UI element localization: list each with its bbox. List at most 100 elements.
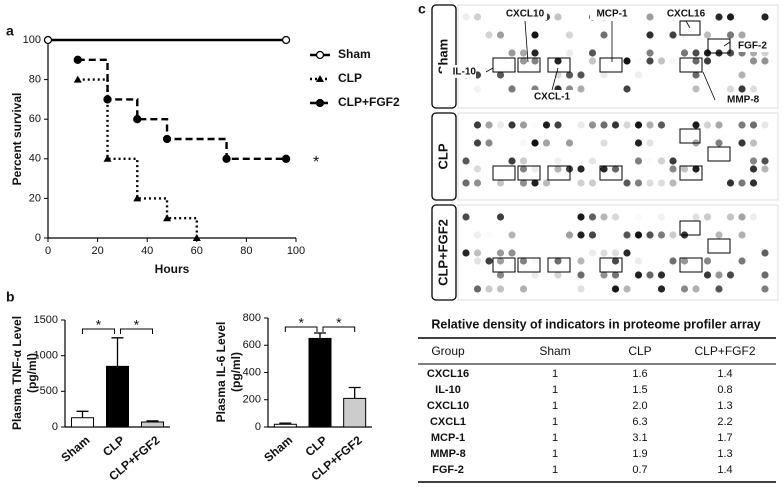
highlight-box bbox=[517, 165, 541, 181]
blot-spot bbox=[646, 139, 654, 147]
table-cell: FGF-2 bbox=[432, 464, 464, 476]
blot-spot bbox=[761, 165, 769, 173]
blot-spot bbox=[496, 179, 505, 187]
table-cell: 1 bbox=[552, 400, 558, 412]
table-cell: 1 bbox=[552, 368, 558, 380]
blot-spot bbox=[611, 285, 620, 293]
blot-spot bbox=[508, 49, 516, 57]
table-cell: 1 bbox=[552, 464, 558, 476]
blot-spot bbox=[473, 231, 482, 239]
blot-spot bbox=[657, 121, 666, 129]
blot-spot bbox=[542, 139, 551, 147]
blot-spot bbox=[646, 271, 654, 279]
table-cell: 2.2 bbox=[717, 416, 732, 428]
table-cell: 3.1 bbox=[632, 432, 647, 444]
legend-marker bbox=[316, 75, 324, 82]
point bbox=[73, 75, 82, 83]
table-header: Group bbox=[431, 344, 465, 358]
y-axis-label: Plasma IL-6 Level bbox=[214, 322, 228, 423]
x-tick-label: CLP bbox=[100, 433, 127, 459]
blot-spot bbox=[588, 249, 597, 257]
blot-spot bbox=[761, 249, 769, 257]
point bbox=[163, 214, 172, 222]
blot-spot bbox=[473, 85, 482, 93]
blot-spot bbox=[600, 31, 608, 39]
y-tick-label: 20 bbox=[29, 192, 41, 204]
table-cell: 1.5 bbox=[632, 384, 647, 396]
x-tick-label: 100 bbox=[287, 245, 305, 257]
error-bar bbox=[279, 422, 292, 425]
blot-label: MMP-8 bbox=[727, 95, 760, 106]
blot-spot bbox=[588, 213, 597, 221]
blot-spot bbox=[496, 213, 505, 221]
point bbox=[103, 95, 112, 104]
blot-spot bbox=[749, 157, 758, 165]
blot-spot bbox=[692, 165, 700, 173]
blot-spot bbox=[715, 271, 723, 279]
blot-spot bbox=[554, 57, 562, 65]
y-tick-label: 1500 bbox=[34, 314, 58, 326]
blot-spot bbox=[565, 49, 574, 57]
blot-spot bbox=[646, 31, 654, 39]
blot-spot bbox=[726, 213, 735, 221]
error-bar bbox=[348, 386, 361, 399]
blot-spot bbox=[496, 31, 505, 39]
label-bg bbox=[530, 90, 574, 103]
blot-spot bbox=[692, 85, 700, 93]
blot-spot bbox=[611, 213, 620, 221]
blot-spot bbox=[600, 165, 608, 173]
blot-spot bbox=[473, 179, 482, 187]
error-bar bbox=[146, 420, 159, 423]
blot-spot bbox=[623, 121, 631, 129]
blot-spot bbox=[554, 121, 562, 129]
blot-spot bbox=[680, 257, 689, 265]
blot-spot bbox=[519, 85, 528, 93]
table-cell: 1.3 bbox=[717, 448, 732, 460]
highlight-box bbox=[679, 57, 703, 73]
y-tick-label: 1000 bbox=[34, 350, 58, 362]
bar bbox=[343, 397, 367, 428]
blot-spot bbox=[680, 49, 689, 57]
highlight-box bbox=[707, 238, 731, 254]
blot-spot bbox=[715, 139, 723, 147]
blot-spot bbox=[531, 139, 539, 147]
blot-spot bbox=[542, 179, 551, 187]
blot-spot bbox=[508, 121, 516, 129]
point bbox=[281, 154, 291, 163]
significance-bracket bbox=[120, 328, 153, 334]
legend-marker bbox=[315, 98, 325, 108]
blot-spot bbox=[738, 257, 746, 265]
highlight-box bbox=[517, 257, 541, 273]
blot-spot bbox=[749, 213, 758, 221]
blot-spot bbox=[554, 157, 562, 165]
blot-spot bbox=[565, 31, 574, 39]
blot-spot bbox=[646, 49, 654, 57]
annotation: * bbox=[134, 317, 140, 333]
blot-spot bbox=[623, 249, 631, 257]
blot-spot bbox=[519, 179, 528, 187]
point bbox=[133, 115, 142, 124]
highlight-box bbox=[679, 257, 703, 273]
y-axis-label: Plasma TNF-α Level bbox=[10, 316, 24, 430]
highlight-box bbox=[599, 165, 623, 181]
annotation: * bbox=[298, 315, 304, 331]
point bbox=[192, 234, 201, 241]
blot-spot bbox=[749, 57, 758, 65]
x-tick-label: 80 bbox=[240, 245, 252, 257]
blot-spot bbox=[669, 165, 677, 173]
blot-spot bbox=[588, 157, 597, 165]
blot-spot bbox=[726, 257, 735, 265]
highlight-box bbox=[679, 165, 703, 181]
legend-label: CLP+FGF2 bbox=[338, 95, 400, 109]
label-bg bbox=[738, 39, 774, 52]
blot-spot bbox=[669, 231, 677, 239]
blot-spot bbox=[588, 121, 597, 129]
highlight-box bbox=[547, 165, 571, 181]
point bbox=[281, 35, 291, 45]
blot-spot bbox=[577, 165, 585, 173]
blot-spot bbox=[577, 121, 585, 129]
blot-label: CXCL16 bbox=[667, 9, 706, 20]
blot-spot bbox=[508, 85, 516, 93]
survival-line bbox=[77, 58, 287, 160]
blot-spot bbox=[761, 121, 769, 129]
